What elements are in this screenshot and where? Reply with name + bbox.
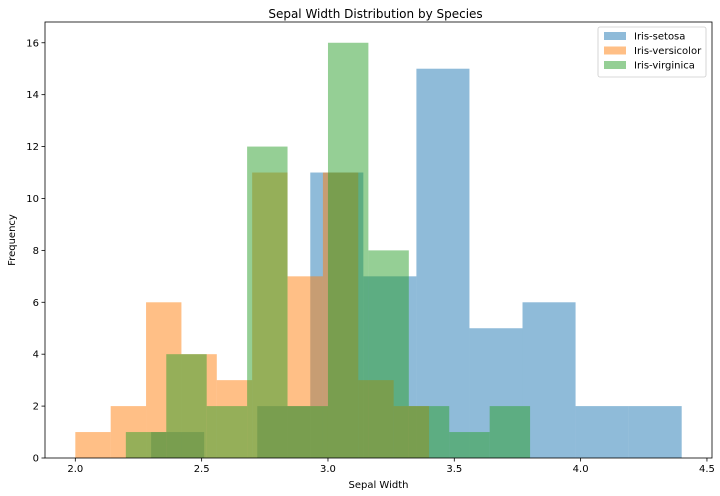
x-tick-label: 2.5 xyxy=(194,464,210,475)
legend-swatch-iris-versicolor xyxy=(604,46,626,55)
bar-iris-setosa-5 xyxy=(416,68,470,459)
x-tick-label: 3.0 xyxy=(320,464,336,475)
bar-iris-virginica-6 xyxy=(368,250,409,458)
legend: Iris-setosa Iris-versicolor Iris-virginica xyxy=(597,26,707,78)
bars-group xyxy=(75,42,682,459)
x-axis-label: Sepal Width xyxy=(349,480,409,491)
x-tick-label: 3.5 xyxy=(446,464,462,475)
legend-label-iris-virginica: Iris-virginica xyxy=(634,61,695,72)
y-tick-label: 2 xyxy=(33,402,39,413)
y-axis-label: Frequency xyxy=(7,214,18,266)
x-tick-label: 4.0 xyxy=(573,464,589,475)
bar-iris-setosa-7 xyxy=(522,302,576,458)
bar-iris-virginica-3 xyxy=(247,146,288,458)
legend-swatch-iris-setosa xyxy=(604,32,626,40)
bar-iris-virginica-0 xyxy=(125,432,167,458)
y-ticks: 0 2 4 6 8 10 12 14 16 xyxy=(26,38,45,465)
plot-frame xyxy=(44,21,713,459)
x-tick-label: 4.5 xyxy=(699,464,715,475)
y-tick-label: 4 xyxy=(33,350,39,361)
bar-iris-virginica-8 xyxy=(449,432,490,458)
legend-label-iris-setosa: Iris-setosa xyxy=(634,32,685,43)
bar-iris-virginica-9 xyxy=(489,406,531,458)
legend-swatch-iris-virginica xyxy=(604,61,626,69)
x-tick-label: 2.0 xyxy=(67,464,83,475)
y-tick-label: 6 xyxy=(33,298,39,309)
y-tick-label: 8 xyxy=(33,246,39,257)
bar-iris-virginica-2 xyxy=(206,406,248,458)
bar-iris-virginica-4 xyxy=(287,406,328,458)
y-tick-label: 12 xyxy=(26,142,39,153)
y-tick-label: 0 xyxy=(33,454,39,465)
legend-label-iris-versicolor: Iris-versicolor xyxy=(634,46,702,57)
bar-iris-setosa-9 xyxy=(628,406,682,458)
x-ticks: 2.0 2.5 3.0 3.5 4.0 4.5 xyxy=(67,458,715,475)
chart-title: Sepal Width Distribution by Species xyxy=(268,7,482,21)
y-tick-label: 10 xyxy=(26,194,39,205)
bar-iris-virginica-1 xyxy=(166,354,207,458)
bar-iris-virginica-7 xyxy=(408,406,450,458)
bar-iris-versicolor-0 xyxy=(75,432,111,458)
bar-iris-virginica-5 xyxy=(327,42,369,458)
y-tick-label: 14 xyxy=(26,90,39,101)
bar-iris-setosa-8 xyxy=(575,406,629,458)
y-tick-label: 16 xyxy=(26,38,39,49)
